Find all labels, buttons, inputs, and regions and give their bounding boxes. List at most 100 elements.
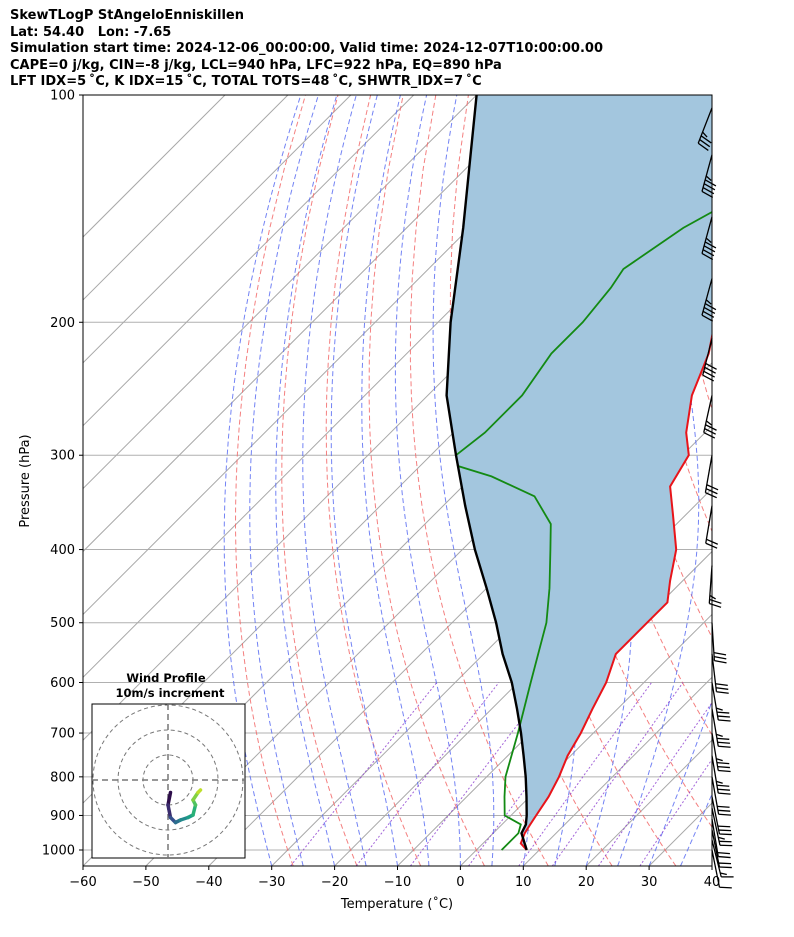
x-tick-label: −40 (195, 875, 222, 890)
x-axis-ticks: −60 −50 −40 −30 −20 −10 0 10 20 30 40 (69, 866, 720, 890)
wind-barb (711, 839, 734, 878)
moist-adiabat (330, 95, 398, 866)
dry-adiabat (409, 95, 549, 866)
chart-header: SkewTLogP StAngeloEnniskillen Lat: 54.40… (10, 8, 603, 91)
x-tick-label: 40 (704, 875, 721, 890)
moist-adiabat (361, 95, 430, 866)
wind-barb (701, 216, 717, 261)
thermo-indices-line: LFT IDX=5 ˚C, K IDX=15 ˚C, TOTAL TOTS=48… (10, 74, 482, 89)
wind-barb (711, 708, 731, 748)
x-tick-label: 30 (641, 875, 658, 890)
moist-adiabat (711, 864, 712, 866)
chart-title: SkewTLogP StAngeloEnniskillen (10, 8, 244, 23)
isotherm-gridline (83, 95, 540, 553)
isotherm-gridline (334, 487, 712, 866)
isotherm-gridline (83, 95, 352, 364)
y-axis-ticks: 100 200 300 400 500 600 700 800 900 1000 (42, 89, 83, 859)
wind-barb (708, 565, 722, 608)
dry-adiabat (663, 95, 712, 411)
y-tick-label: 100 (50, 89, 75, 104)
wind-barb (711, 807, 733, 847)
x-axis-label: Temperature (˚C) (340, 896, 453, 912)
isotherm-gridline (522, 676, 712, 866)
x-tick-label: 10 (515, 875, 532, 890)
isotherm-gridline (83, 95, 477, 490)
wind-barb (701, 154, 717, 199)
dry-adiabat (729, 95, 794, 866)
isotherm-gridline (711, 865, 712, 866)
y-tick-label: 600 (50, 676, 75, 691)
stability-indices-line: CAPE=0 j/kg, CIN=-8 j/kg, LCL=940 hPa, L… (10, 57, 502, 73)
dry-adiabat (762, 95, 794, 866)
mixing-ratio-line (639, 758, 712, 866)
cape-fill (446, 95, 712, 850)
hodograph-segment (196, 788, 203, 795)
inset-subtitle: 10m/s increment (116, 686, 225, 700)
y-tick-label: 1000 (42, 844, 75, 859)
wind-barb (703, 395, 717, 439)
y-tick-label: 300 (50, 449, 75, 464)
isotherm-gridline (83, 95, 289, 301)
y-tick-label: 900 (50, 809, 75, 824)
profile-lines (445, 95, 712, 851)
isotherm-gridline (83, 95, 226, 238)
moist-adiabat (394, 95, 461, 866)
y-axis-label: Pressure (hPa) (18, 434, 33, 527)
wind-barb (711, 755, 731, 795)
wind-profile-inset: Wind Profile 10m/s increment (91, 671, 246, 859)
wind-barb (711, 776, 731, 816)
dewpoint-line (455, 210, 712, 851)
y-tick-label: 700 (50, 727, 75, 742)
x-tick-label: 0 (456, 875, 464, 890)
moist-adiabat (432, 95, 495, 866)
hodograph-segment (166, 803, 173, 820)
wind-barbs (697, 107, 734, 889)
mixing-ratio-line (597, 701, 712, 866)
moist-adiabat (617, 95, 700, 866)
isotherm-gridline (460, 613, 712, 866)
x-tick-label: −30 (258, 875, 285, 890)
moist-adiabat (275, 95, 338, 866)
simulation-time-line: Simulation start time: 2024-12-06_00:00:… (10, 41, 603, 56)
isotherm-gridline (83, 95, 415, 427)
wind-barb (711, 818, 731, 859)
wind-barb (711, 682, 731, 722)
dry-adiabat (368, 95, 485, 866)
wind-barb (711, 849, 732, 889)
parcel-line (445, 95, 528, 851)
mixing-ratio-line (355, 682, 500, 866)
location-line: Lat: 54.40 Lon: -7.65 (10, 24, 172, 40)
x-tick-label: −60 (69, 875, 96, 890)
dry-adiabat (234, 95, 306, 866)
y-tick-label: 200 (50, 316, 75, 331)
y-tick-label: 500 (50, 616, 75, 631)
moist-adiabat (302, 95, 367, 866)
wind-barb (697, 107, 713, 151)
cape-area (446, 95, 712, 850)
x-tick-label: −10 (384, 875, 411, 890)
y-tick-label: 400 (50, 543, 75, 558)
temperature-line (519, 331, 712, 851)
moist-adiabat (249, 95, 319, 866)
wind-barb (711, 653, 729, 694)
mixing-ratio-line (551, 682, 684, 866)
moist-adiabat (223, 95, 302, 866)
inset-title: Wind Profile (126, 671, 206, 685)
dry-adiabat (281, 95, 358, 866)
wind-barb (711, 622, 727, 664)
y-tick-label: 800 (50, 770, 75, 785)
wind-barb (711, 732, 731, 773)
moist-adiabat (648, 699, 712, 866)
wind-barb (711, 829, 732, 869)
hodograph-segment (166, 790, 173, 807)
x-tick-label: −50 (132, 875, 159, 890)
mixing-ratio-line (290, 682, 438, 866)
moist-adiabat (680, 792, 712, 866)
wind-barb (702, 338, 717, 382)
mixing-ratio-line (518, 682, 653, 866)
wind-barb (711, 796, 732, 836)
x-tick-label: −20 (321, 875, 348, 890)
x-tick-label: 20 (578, 875, 595, 890)
dry-adiabat (325, 95, 422, 866)
